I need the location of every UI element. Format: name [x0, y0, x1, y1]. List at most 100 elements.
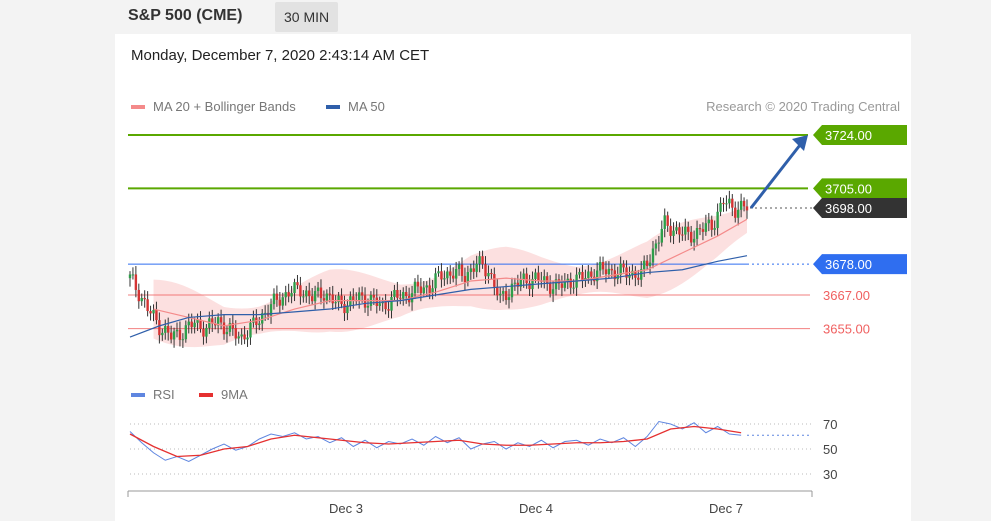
candle-body	[340, 295, 343, 305]
candle-body	[258, 323, 261, 326]
candle-body	[378, 303, 381, 306]
legend-ma50: MA 50	[326, 99, 385, 114]
candle-body	[149, 311, 152, 314]
candle-body	[299, 285, 302, 297]
candle-body	[243, 334, 246, 340]
candle-body	[528, 283, 531, 290]
candle-body	[628, 274, 631, 278]
candle-body	[216, 317, 220, 326]
candle-body	[651, 248, 655, 263]
candle-body	[275, 293, 279, 300]
support-level-label: 3667.00	[823, 288, 870, 303]
interval-badge[interactable]: 30 MIN	[275, 2, 339, 32]
legend-ma50-label: MA 50	[348, 99, 385, 114]
candle-body	[678, 227, 681, 235]
candle-body	[451, 275, 455, 279]
candle-body	[164, 326, 167, 333]
candle-body	[357, 292, 361, 301]
candle-body	[516, 282, 520, 287]
candle-body	[402, 292, 405, 299]
legend-rsi: RSI	[131, 387, 175, 402]
candle-body	[137, 289, 141, 302]
candle-body	[466, 272, 470, 283]
last-level-tag	[813, 197, 907, 218]
candle-body	[172, 331, 176, 340]
rsi-tick-label: 70	[823, 417, 837, 432]
candle-body	[287, 292, 290, 297]
candle-body	[472, 268, 475, 272]
candle-body	[310, 296, 314, 302]
legend-rsi-ma: 9MA	[199, 387, 248, 402]
candle-body	[325, 293, 329, 301]
support-level-label: 3655.00	[823, 322, 870, 337]
candle-body	[669, 225, 672, 236]
candle-body	[422, 287, 426, 294]
candle-body	[684, 226, 687, 235]
candle-body	[490, 273, 493, 275]
candle-body	[396, 289, 399, 298]
candle-body	[648, 262, 652, 267]
candle-body	[493, 274, 496, 287]
candle-body	[152, 309, 155, 314]
candle-body	[560, 283, 564, 288]
candle-body	[208, 318, 211, 328]
resistance-level-label: 3705.00	[825, 181, 872, 196]
candle-body	[205, 327, 208, 337]
candle-body	[387, 309, 390, 311]
candle-body	[607, 268, 611, 275]
candle-body	[128, 274, 132, 279]
candle-body	[719, 202, 722, 212]
candle-body	[481, 256, 484, 265]
candle-body	[196, 319, 199, 323]
candle-body	[663, 215, 666, 229]
last-level-label: 3698.00	[825, 201, 872, 216]
candle-body	[701, 229, 705, 232]
candle-body	[578, 271, 581, 275]
candle-body	[704, 223, 708, 232]
candle-body	[695, 228, 699, 239]
candle-body	[457, 264, 461, 270]
candle-body	[372, 295, 376, 298]
candle-body	[158, 320, 161, 336]
candle-body	[181, 339, 185, 341]
candle-body	[416, 281, 420, 287]
candle-body	[446, 271, 449, 279]
candle-body	[263, 312, 267, 314]
candle-body	[475, 263, 478, 272]
resistance-level-tag	[813, 125, 907, 145]
candle-body	[484, 264, 487, 277]
candle-body	[134, 274, 138, 290]
rsi-tick-label: 50	[823, 442, 837, 457]
candle-body	[434, 273, 437, 289]
legend-ma20: MA 20 + Bollinger Bands	[131, 99, 296, 114]
candle-body	[601, 261, 605, 270]
candle-body	[284, 292, 287, 298]
candle-body	[431, 288, 434, 293]
candle-body	[587, 271, 590, 279]
candle-body	[272, 293, 276, 305]
candle-body	[569, 278, 572, 288]
candle-body	[645, 260, 649, 267]
candle-body	[178, 329, 182, 340]
candle-body	[499, 293, 502, 296]
candle-body	[487, 273, 490, 277]
candle-body	[337, 295, 340, 303]
instrument-title: S&P 500 (CME)	[128, 7, 243, 24]
resistance-level-label: 3724.00	[825, 128, 872, 143]
candle-body	[510, 283, 514, 298]
rsi-tick-label: 30	[823, 467, 837, 482]
candle-body	[443, 278, 446, 280]
candle-body	[572, 287, 575, 289]
x-tick-label: Dec 4	[519, 501, 553, 516]
candle-body	[166, 326, 170, 333]
rsi-ma-swatch	[199, 392, 213, 397]
candle-body	[352, 296, 355, 301]
candle-body	[360, 292, 364, 296]
legend-rsi-label: RSI	[153, 387, 175, 402]
candle-body	[322, 298, 326, 301]
candle-body	[425, 285, 428, 288]
candle-body	[736, 209, 740, 218]
candle-body	[143, 298, 146, 300]
candle-body	[675, 227, 678, 231]
